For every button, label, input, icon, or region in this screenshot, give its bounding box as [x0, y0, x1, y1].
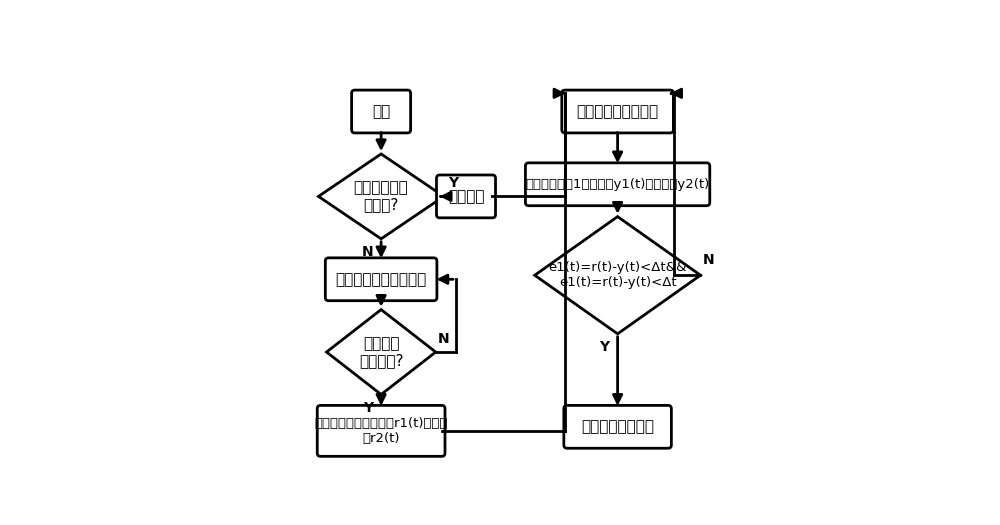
FancyBboxPatch shape	[352, 90, 411, 133]
Text: 是否得到
血压波形?: 是否得到 血压波形?	[359, 336, 403, 368]
Text: Y: Y	[448, 176, 458, 191]
Text: 液位传感器是
否报警?: 液位传感器是 否报警?	[354, 180, 408, 213]
Text: N: N	[438, 332, 449, 346]
Text: Y: Y	[363, 401, 373, 415]
Polygon shape	[327, 310, 436, 394]
Text: 脉管模型设置完成: 脉管模型设置完成	[581, 419, 654, 434]
FancyBboxPatch shape	[525, 163, 710, 206]
Text: e1(t)=r(t)-y(t)<Δt&&
e1(t)=r(t)-y(t)<Δt: e1(t)=r(t)-y(t)<Δt&& e1(t)=r(t)-y(t)<Δt	[548, 261, 687, 289]
Polygon shape	[318, 154, 444, 239]
Text: N: N	[702, 253, 714, 267]
Text: 设定分流阀的导通时间: 设定分流阀的导通时间	[335, 272, 427, 287]
FancyBboxPatch shape	[437, 175, 496, 218]
Text: 开始: 开始	[372, 104, 390, 119]
Text: 得到测量装置1的收缩压y1(t)、舒张压y2(t): 得到测量装置1的收缩压y1(t)、舒张压y2(t)	[525, 178, 710, 191]
Text: 设定患者桡动脉收缩压r1(t)、舒张
压r2(t): 设定患者桡动脉收缩压r1(t)、舒张 压r2(t)	[314, 417, 448, 445]
Text: N: N	[361, 245, 373, 259]
Text: Y: Y	[599, 340, 610, 354]
FancyBboxPatch shape	[317, 405, 445, 456]
FancyBboxPatch shape	[325, 258, 437, 301]
Polygon shape	[535, 217, 700, 334]
Text: 检查水箱: 检查水箱	[448, 189, 484, 204]
Text: 设定两条水管的高度: 设定两条水管的高度	[577, 104, 659, 119]
FancyBboxPatch shape	[564, 405, 671, 448]
FancyBboxPatch shape	[562, 90, 673, 133]
